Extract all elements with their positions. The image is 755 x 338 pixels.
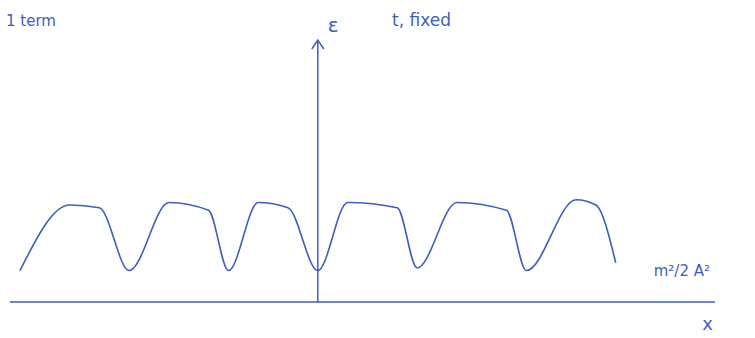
- html-text:t, fixed: t, fixed: [392, 10, 451, 30]
- svg-text:x: x: [702, 313, 713, 334]
- html-text:1 term: 1 term: [6, 12, 56, 30]
- svg-text:m²/2 A²: m²/2 A²: [654, 262, 710, 280]
- svg-text:ε: ε: [328, 13, 339, 37]
